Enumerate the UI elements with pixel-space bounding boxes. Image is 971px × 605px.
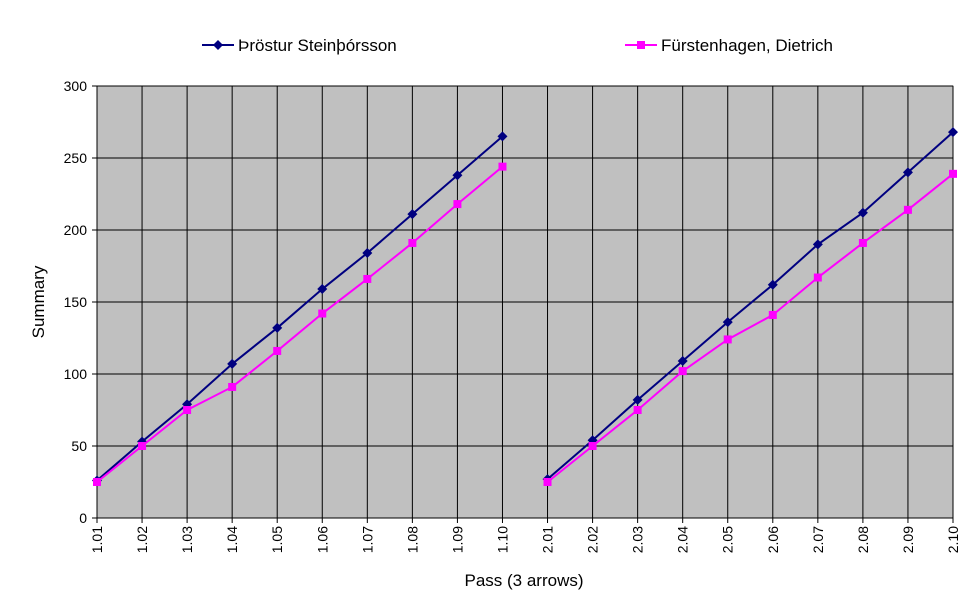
data-point — [497, 131, 508, 142]
x-tick-label: 1.10 — [494, 526, 510, 553]
x-tick-label: 1.06 — [314, 526, 330, 553]
data-point — [768, 310, 777, 319]
x-tick-label: 1.09 — [449, 526, 465, 553]
x-axis-title: Pass (3 arrows) — [464, 571, 583, 590]
x-tick-label: 2.03 — [630, 526, 646, 553]
data-point — [452, 170, 463, 181]
data-point — [767, 279, 778, 290]
data-point — [812, 239, 823, 250]
data-point — [227, 358, 238, 369]
x-tick-label: 1.04 — [224, 526, 240, 553]
data-point — [633, 406, 642, 414]
data-point — [632, 394, 643, 405]
series-line — [96, 165, 504, 483]
gridlines — [96, 85, 954, 519]
x-tick-label: 2.02 — [585, 526, 601, 553]
y-axis-title: Summary — [29, 265, 48, 338]
data-point — [183, 406, 192, 414]
x-tick-label: 2.08 — [855, 526, 871, 553]
x-tick-label: 2.09 — [900, 526, 916, 553]
data-point — [543, 478, 552, 486]
data-point — [903, 205, 912, 214]
y-tick-label: 300 — [64, 78, 88, 94]
series-line — [96, 135, 504, 482]
x-tick-label: 2.10 — [945, 526, 961, 553]
data-point — [453, 200, 462, 209]
series-layer — [92, 127, 958, 486]
data-point — [902, 167, 913, 178]
data-point — [408, 238, 417, 247]
data-point — [677, 356, 688, 367]
series-line — [546, 173, 954, 483]
data-point — [272, 322, 283, 333]
data-point — [273, 346, 282, 355]
data-point — [857, 207, 868, 218]
x-tick-label: 2.04 — [675, 526, 691, 553]
y-tick-label: 50 — [71, 438, 87, 454]
x-tick-label: 2.01 — [540, 526, 556, 553]
x-tick-label: 1.02 — [134, 526, 150, 553]
data-point — [93, 478, 101, 486]
x-tick-label: 2.07 — [810, 526, 826, 553]
legend-marker — [213, 40, 223, 50]
x-tick-label: 1.08 — [404, 526, 420, 553]
data-point — [722, 317, 733, 328]
data-point — [317, 284, 328, 295]
data-point — [498, 162, 507, 171]
data-point — [363, 274, 372, 283]
data-point — [588, 442, 597, 450]
legend-item-2: Fürstenhagen, Dietrich — [625, 36, 833, 55]
legend-item-1: Þröstur Steinþórsson — [202, 36, 397, 55]
data-point — [228, 382, 237, 391]
legend-label: Þröstur Steinþórsson — [238, 36, 397, 55]
x-tick-label: 1.05 — [269, 526, 285, 553]
series-2 — [93, 162, 957, 486]
series-line — [546, 131, 954, 480]
data-point — [723, 335, 732, 344]
series-1 — [92, 127, 958, 486]
data-point — [138, 442, 147, 450]
y-tick-label: 150 — [64, 294, 88, 310]
data-point — [858, 238, 867, 247]
data-point — [813, 273, 822, 282]
data-point — [318, 309, 327, 318]
x-tick-label: 1.01 — [89, 526, 105, 553]
y-tick-label: 200 — [64, 222, 88, 238]
data-point — [362, 248, 373, 259]
legend-label: Fürstenhagen, Dietrich — [661, 36, 833, 55]
data-point — [678, 367, 687, 376]
x-axis-ticks: 1.01 1.02 1.03 1.04 1.05 1.06 1.07 1.08 1.09 1.10… — [89, 518, 961, 553]
y-axis-ticks: 0 50 100 150 200 250 300 — [64, 78, 97, 526]
y-tick-label: 0 — [79, 510, 87, 526]
y-tick-label: 100 — [64, 366, 88, 382]
legend: Þröstur Steinþórsson Fürstenhagen, Dietri… — [202, 36, 833, 55]
legend-marker — [637, 41, 645, 49]
x-tick-label: 2.06 — [765, 526, 781, 553]
x-tick-label: 1.03 — [179, 526, 195, 553]
data-point — [407, 209, 418, 220]
x-tick-label: 2.05 — [720, 526, 736, 553]
data-point — [948, 127, 958, 138]
x-tick-label: 1.07 — [359, 526, 375, 553]
data-point — [949, 169, 957, 178]
y-tick-label: 250 — [64, 150, 88, 166]
